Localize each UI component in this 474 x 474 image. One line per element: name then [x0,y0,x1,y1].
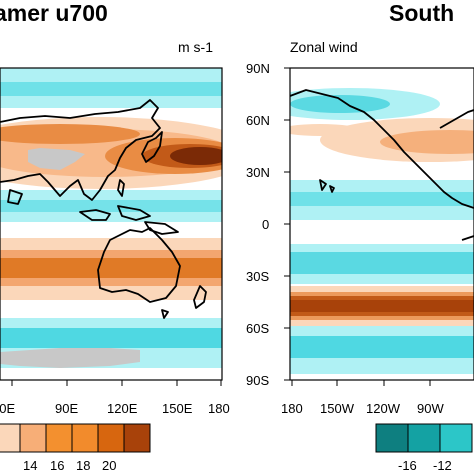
right-lon-tick: 90W [417,401,444,416]
right-colorbar-swatch [375,423,409,453]
right-lon-tick: 180 [281,401,303,416]
right-lat-tick: 30S [246,269,270,284]
right-lat-tick: 60S [246,321,270,336]
left-colorbar-label: 18 [76,458,91,473]
left-units-label: m s-1 [178,39,213,55]
left-missing-data [0,148,140,368]
right-colorbar [375,423,473,453]
right-map-ticks [284,67,431,386]
left-lon-tick: 180 [208,401,230,416]
right-panel-title: South [389,0,455,26]
right-field-positive [290,118,474,326]
left-lon-tick: 150E [162,401,193,416]
left-lon-tick: 90E [55,401,79,416]
left-lon-tick: 120E [107,401,138,416]
left-colorbar-swatch [45,423,73,453]
right-field-negative [290,88,474,374]
left-coastlines [0,99,207,319]
left-colorbar-label: 20 [102,458,117,473]
left-map-frame [0,67,223,381]
right-colorbar-label: -16 [398,458,417,473]
left-colorbar-swatch [19,423,47,453]
left-panel-title: amer u700 [0,0,108,26]
left-field-positive [0,117,222,300]
left-colorbar [0,423,151,453]
left-colorbar-swatch [71,423,99,453]
right-colorbar-label: -12 [433,458,452,473]
right-field-label: Zonal wind [290,39,358,55]
right-lat-tick: 30N [246,165,270,180]
right-lon-tick: 150W [320,401,354,416]
right-lat-tick: 90S [246,373,270,388]
right-map [290,68,474,380]
right-colorbar-swatch [439,423,473,453]
right-lat-tick: 60N [246,113,270,128]
right-coastlines [290,89,474,241]
right-lat-tick: 0 [262,217,270,232]
left-lon-tick: 60E [0,401,16,416]
left-colorbar-label: 16 [50,458,65,473]
left-colorbar-swatch [97,423,125,453]
left-map [0,68,222,380]
left-colorbar-label: 14 [23,458,38,473]
left-map-ticks [11,380,222,386]
right-lat-tick: 90N [246,61,270,76]
left-colorbar-swatch [0,423,21,453]
right-lon-tick: 120W [366,401,400,416]
left-colorbar-swatch [123,423,151,453]
right-colorbar-swatch [407,423,441,453]
